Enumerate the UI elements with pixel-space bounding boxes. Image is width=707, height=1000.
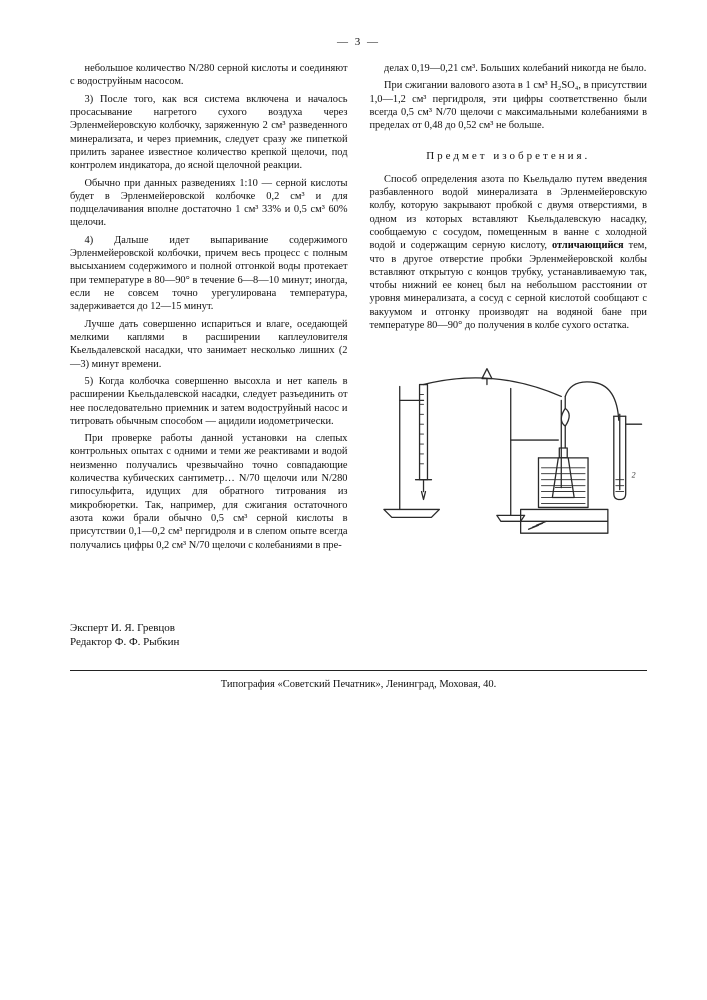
left-p1: небольшое количество N/280 серной кислот… [70, 62, 348, 89]
editor-credit: Редактор Ф. Ф. Рыбкин [70, 636, 647, 648]
page-number: — 3 — [70, 36, 647, 48]
left-p5: Лучше дать совершенно испариться и влаге… [70, 318, 348, 371]
right-p1: делах 0,19—0,21 см³. Больших колебаний н… [370, 62, 648, 75]
left-p4: 4) Дальше идет выпаривание содержимого Э… [70, 234, 348, 314]
right-p2: При сжигании валового азота в 1 см³ H₂SO… [370, 79, 648, 132]
left-column: небольшое количество N/280 серной кислот… [70, 62, 348, 556]
apparatus-figure: 2 [370, 340, 648, 550]
footer-rule [70, 670, 647, 671]
right-claim: Способ определения азота по Кьельдалю пу… [370, 173, 648, 333]
section-title: Предмет изобретения. [370, 149, 648, 163]
apparatus-svg: 2 [370, 340, 648, 550]
claim-part-b: тем, что в другое отверстие пробки Эрлен… [370, 240, 648, 331]
left-p3: Обычно при данных разведениях 1:10 — сер… [70, 177, 348, 230]
left-p7: При проверке работы данной установки на … [70, 432, 348, 552]
claim-bold: отличающийся [552, 240, 624, 251]
expert-credit: Эксперт И. Я. Гревцов [70, 622, 647, 634]
right-column: делах 0,19—0,21 см³. Больших колебаний н… [370, 62, 648, 556]
two-column-body: небольшое количество N/280 серной кислот… [70, 62, 647, 556]
footer-credits: Эксперт И. Я. Гревцов Редактор Ф. Ф. Рыб… [70, 622, 647, 648]
imprint-line: Типография «Советский Печатник», Ленингр… [70, 679, 647, 690]
left-p6: 5) Когда колбочка совершенно высохла и н… [70, 375, 348, 428]
left-p2: 3) После того, как вся система включена … [70, 93, 348, 173]
svg-text:2: 2 [631, 471, 635, 480]
